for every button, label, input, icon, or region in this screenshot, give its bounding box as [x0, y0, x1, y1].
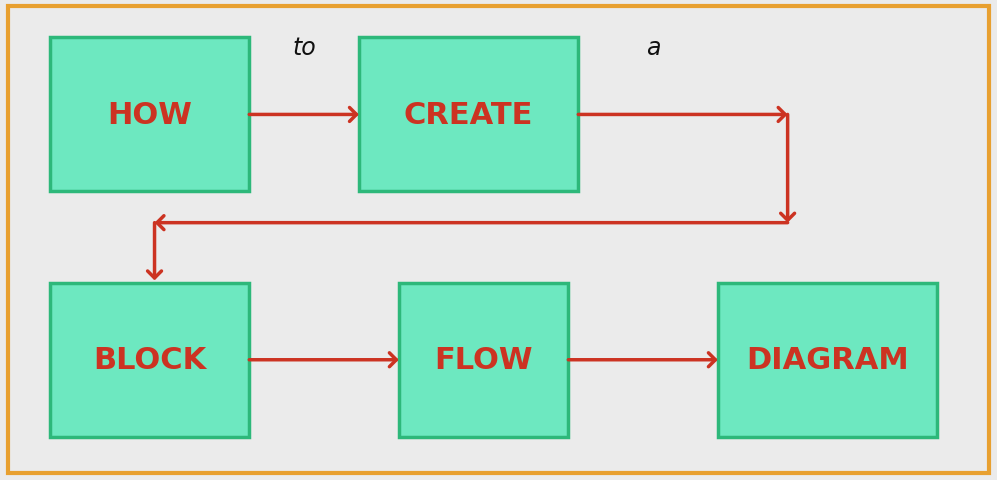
FancyBboxPatch shape	[50, 38, 249, 192]
Text: a: a	[646, 36, 660, 60]
Text: to: to	[292, 36, 316, 60]
FancyBboxPatch shape	[50, 283, 249, 437]
Text: FLOW: FLOW	[435, 346, 532, 374]
Text: BLOCK: BLOCK	[93, 346, 206, 374]
Text: CREATE: CREATE	[404, 101, 533, 130]
FancyBboxPatch shape	[399, 283, 568, 437]
Text: HOW: HOW	[107, 101, 192, 130]
FancyBboxPatch shape	[359, 38, 578, 192]
FancyBboxPatch shape	[718, 283, 937, 437]
Text: DIAGRAM: DIAGRAM	[746, 346, 909, 374]
